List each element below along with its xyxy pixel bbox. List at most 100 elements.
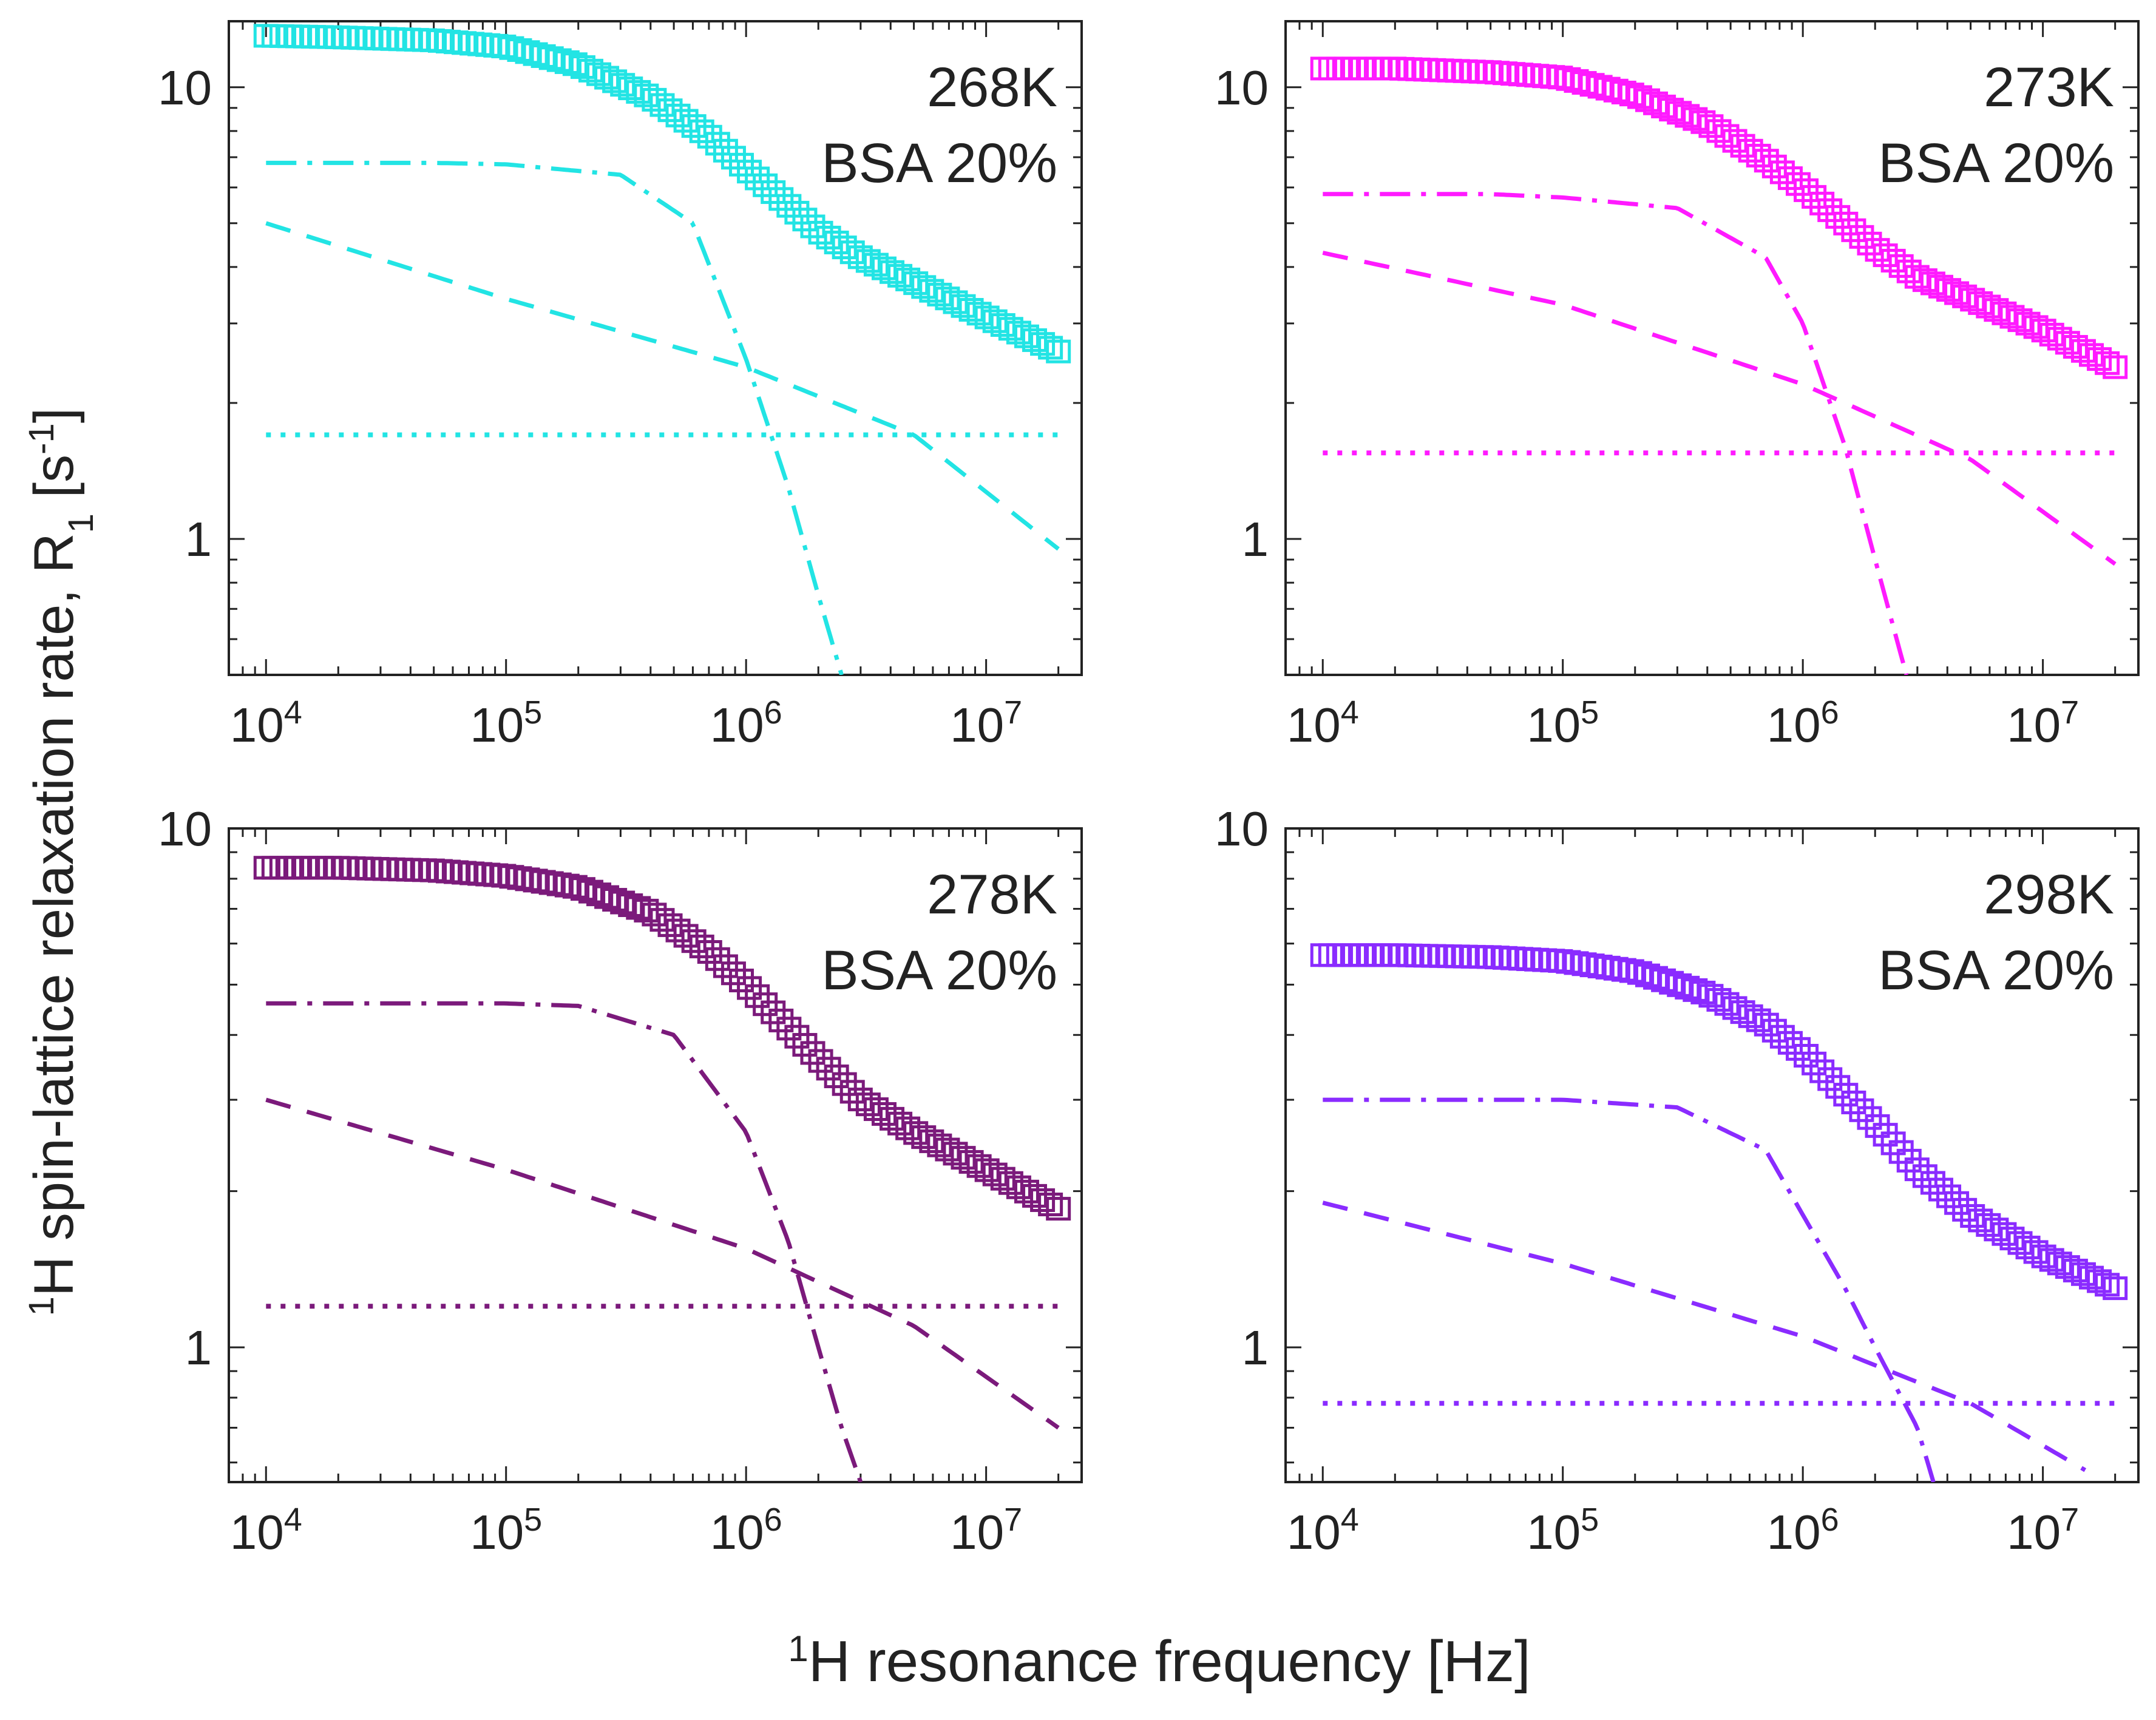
x-tick-label: 104 <box>1287 1502 1359 1559</box>
data-point <box>1453 59 1478 83</box>
data-point <box>452 861 477 885</box>
data-point <box>935 1137 960 1162</box>
series-group <box>1310 56 2128 675</box>
series-dashdot-line <box>266 1001 863 1482</box>
data-point <box>341 25 366 50</box>
data-point <box>713 954 738 978</box>
data-point <box>554 50 580 74</box>
data-point <box>1437 944 1462 969</box>
data-point <box>792 1033 818 1057</box>
data-point <box>1880 1131 1906 1156</box>
y-tick-label: 10 <box>1215 61 1269 115</box>
data-point <box>499 36 524 60</box>
data-point <box>1030 332 1056 356</box>
data-point <box>419 28 445 52</box>
data-point <box>1524 947 1550 972</box>
data-point <box>1794 178 1819 202</box>
data-point <box>293 24 319 49</box>
data-point <box>1397 57 1423 81</box>
data-point <box>1437 58 1462 83</box>
data-point <box>2039 1248 2064 1272</box>
data-point <box>816 1057 841 1081</box>
data-point <box>2063 1258 2088 1282</box>
data-point <box>1006 320 1031 345</box>
data-point <box>1493 61 1518 86</box>
y-tick-label: 1 <box>1242 1321 1269 1375</box>
data-point <box>1429 58 1454 83</box>
data-point <box>333 856 358 880</box>
chart-panel-3: 104 105 106 107 1 10 278K BSA 20% <box>158 802 1083 1559</box>
data-point <box>594 66 620 90</box>
panel-annotation: BSA 20% <box>1878 940 2114 1001</box>
x-axis-label: 1H resonance frequency [Hz] <box>788 1628 1530 1695</box>
data-point <box>356 26 382 50</box>
data-point <box>1421 944 1446 968</box>
data-point <box>269 24 294 48</box>
data-point <box>491 35 517 59</box>
data-point <box>467 32 493 56</box>
data-point <box>2047 327 2072 351</box>
data-point <box>689 119 714 143</box>
x-tick-label: 104 <box>230 694 302 752</box>
data-point <box>895 267 921 291</box>
data-point <box>1761 1018 1787 1043</box>
data-point <box>761 1000 786 1024</box>
x-tick-label: 107 <box>950 694 1022 752</box>
data-point <box>1888 1140 1914 1164</box>
data-point <box>832 1072 857 1096</box>
data-point <box>1651 94 1676 118</box>
data-point <box>1643 91 1669 115</box>
data-point <box>1326 943 1351 967</box>
data-point <box>776 1017 802 1041</box>
data-point <box>618 76 643 101</box>
data-point <box>1944 1191 1970 1215</box>
data-point <box>594 885 620 909</box>
data-point <box>467 862 493 886</box>
series-dashed-line <box>1322 251 2117 566</box>
data-point <box>1046 339 1071 364</box>
data-point <box>475 33 501 57</box>
data-point <box>1952 284 1978 308</box>
x-tick-label: 106 <box>1767 1502 1839 1559</box>
data-point <box>1556 67 1581 91</box>
data-point <box>1667 973 1692 997</box>
data-point <box>720 961 746 986</box>
y-tick-label: 10 <box>158 802 212 856</box>
data-point <box>1960 288 1985 312</box>
data-point <box>1992 301 2017 325</box>
data-point <box>998 1171 1023 1195</box>
data-point <box>1413 58 1439 82</box>
data-point <box>2031 319 2056 343</box>
data-point <box>1381 56 1407 81</box>
data-point <box>974 1158 1000 1182</box>
data-point <box>427 859 453 883</box>
data-point <box>943 290 968 314</box>
data-point <box>1429 944 1454 968</box>
data-point <box>1841 1090 1866 1114</box>
data-point <box>935 286 960 311</box>
data-point <box>388 858 413 882</box>
data-point <box>713 138 738 163</box>
data-point <box>1904 1157 1930 1182</box>
data-point <box>998 317 1023 341</box>
data-point <box>1714 992 1740 1016</box>
data-point <box>768 1008 794 1032</box>
data-point <box>1769 1024 1795 1049</box>
data-point <box>1484 61 1510 85</box>
x-tick-label: 106 <box>710 694 782 752</box>
data-point <box>459 861 485 885</box>
data-point <box>982 309 1008 333</box>
plot-frame <box>228 827 1083 1483</box>
data-point <box>1453 944 1478 969</box>
data-point <box>1532 64 1558 89</box>
panel-annotation: 268K <box>927 56 1057 118</box>
y-tick-label: 10 <box>1215 802 1269 856</box>
data-point <box>1944 281 1970 305</box>
y-tick-label: 10 <box>158 61 212 115</box>
data-point <box>1540 949 1565 973</box>
data-point <box>1786 1037 1811 1061</box>
data-point <box>792 208 818 232</box>
data-point <box>1548 66 1573 90</box>
data-point <box>610 890 636 915</box>
